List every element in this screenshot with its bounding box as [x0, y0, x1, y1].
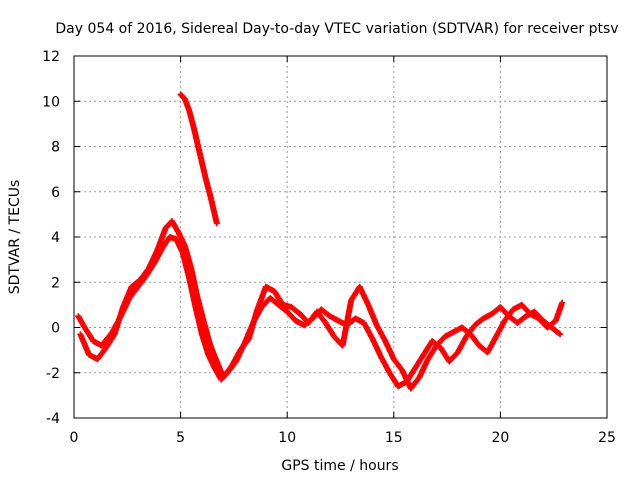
data-trace	[553, 301, 565, 323]
data-point	[559, 299, 566, 306]
axis-ticks: 0 5 10 15 20 25 -4 -2 0 2 4 6 8 10 12	[42, 49, 616, 446]
data-trace	[146, 248, 160, 271]
x-tick-label: 15	[385, 430, 403, 446]
data-trace	[370, 337, 384, 359]
data-trace	[434, 334, 447, 348]
data-trace	[339, 298, 354, 348]
data-trace	[382, 339, 397, 361]
data-trace	[285, 309, 298, 323]
data-trace	[545, 318, 558, 330]
data-trace	[549, 325, 562, 337]
data-trace	[208, 343, 220, 364]
data-trace	[502, 307, 516, 323]
data-trace	[357, 285, 371, 307]
data-trace	[205, 352, 218, 370]
y-axis-label: SDTVAR / TECUs	[7, 180, 23, 295]
data-trace	[460, 325, 473, 337]
x-tick-label: 20	[491, 430, 509, 446]
grid-lines	[74, 56, 607, 418]
data-trace	[515, 314, 528, 326]
y-tick-label: 0	[51, 321, 60, 337]
y-tick-label: -2	[46, 366, 60, 382]
y-tick-label: -4	[46, 411, 60, 427]
y-tick-label: 6	[51, 185, 60, 201]
chart-title: Day 054 of 2016, Sidereal Day-to-day VTE…	[55, 21, 618, 37]
data-trace	[186, 276, 199, 309]
data-trace	[374, 323, 388, 343]
y-tick-label: 8	[51, 140, 60, 156]
data-trace	[417, 357, 431, 379]
x-axis-label: GPS time / hours	[281, 458, 398, 474]
data-trace	[378, 355, 392, 375]
y-tick-label: 2	[51, 275, 60, 291]
data-trace	[246, 307, 260, 341]
data-trace	[176, 230, 188, 248]
data-trace	[112, 305, 126, 336]
data-trace	[485, 334, 499, 355]
data-trace	[391, 357, 405, 373]
series-ptsv-b	[77, 218, 566, 392]
data-trace	[199, 332, 211, 357]
data-trace	[120, 285, 134, 309]
x-tick-label: 25	[598, 430, 616, 446]
data-trace	[221, 364, 234, 380]
data-trace	[129, 277, 142, 289]
data-trace	[314, 309, 328, 325]
data-trace	[272, 289, 286, 307]
data-trace	[365, 303, 380, 327]
data-trace	[152, 244, 166, 264]
data-trace	[103, 332, 117, 350]
data-trace	[289, 305, 302, 317]
series-ptsv-c	[177, 91, 220, 227]
data-trace	[455, 334, 469, 355]
data-trace	[254, 285, 269, 312]
data-trace	[493, 319, 507, 339]
data-trace	[201, 321, 213, 348]
data-trace	[268, 295, 281, 307]
data-trace	[78, 332, 92, 357]
data-trace	[472, 316, 486, 328]
data-trace	[468, 332, 482, 348]
data-trace	[99, 330, 115, 348]
data-trace	[173, 237, 186, 255]
data-trace	[229, 348, 243, 368]
data-trace	[276, 302, 290, 314]
y-tick-label: 12	[42, 49, 60, 65]
data-trace	[438, 346, 452, 364]
data-trace	[408, 375, 422, 391]
x-tick-label: 0	[70, 430, 79, 446]
data-trace	[519, 302, 533, 316]
data-trace	[387, 371, 401, 389]
data-points	[75, 91, 566, 392]
data-trace	[178, 92, 187, 102]
data-trace	[323, 321, 337, 339]
data-trace	[95, 346, 109, 361]
data-trace	[188, 267, 201, 300]
data-trace	[154, 226, 169, 253]
data-trace	[319, 307, 332, 319]
y-tick-label: 10	[42, 94, 60, 110]
data-trace	[425, 343, 439, 361]
y-tick-label: 4	[51, 230, 60, 246]
data-trace	[238, 336, 251, 352]
data-trace	[421, 339, 435, 357]
data-trace	[412, 352, 426, 370]
data-point	[557, 331, 564, 338]
data-trace	[361, 321, 375, 341]
data-trace	[447, 350, 460, 364]
data-trace	[137, 266, 151, 282]
data-trace	[82, 325, 96, 343]
x-tick-label: 10	[278, 430, 296, 446]
x-tick-label: 5	[176, 430, 185, 446]
data-point	[213, 220, 220, 227]
